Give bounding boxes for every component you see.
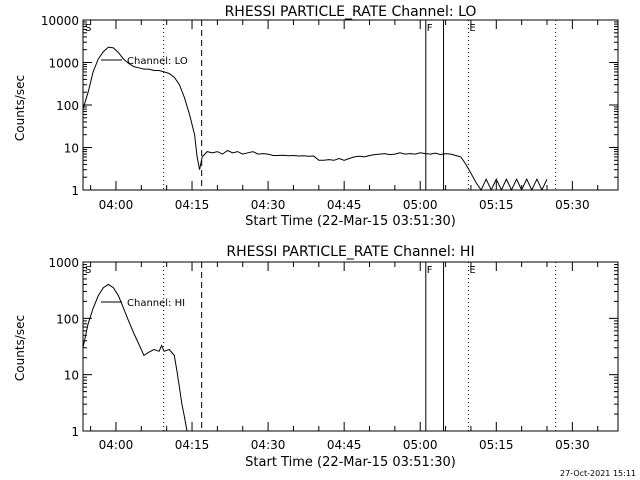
y-tick-label: 1 [71, 425, 79, 439]
lo-channel-panel: RHESSI PARTICLE_RATE Channel: LO Counts/s… [13, 4, 619, 229]
chart-title: RHESSI PARTICLE_RATE Channel: HI [226, 244, 474, 260]
time-marker-label: F [427, 23, 433, 34]
legend-label: Channel: HI [127, 298, 185, 309]
y-tick-label: 1000 [48, 57, 79, 71]
x-tick-label: 04:45 [327, 438, 362, 452]
x-tick-label: 04:00 [99, 198, 134, 212]
x-tick-label: 05:15 [479, 438, 514, 452]
time-marker-label: E [469, 23, 475, 34]
legend-label: Channel: LO [127, 56, 188, 67]
y-tick-label: 100 [56, 312, 79, 326]
x-axis-label: Start Time (22-Mar-15 03:51:30) [245, 214, 456, 229]
time-marker-label: E [469, 265, 475, 276]
x-tick-label: 04:30 [251, 438, 286, 452]
y-tick-label: 10000 [41, 14, 79, 28]
hi-channel-panel: RHESSI PARTICLE_RATE Channel: HI Counts/s… [13, 244, 619, 470]
y-axis-label: Counts/sec [13, 75, 27, 141]
x-tick-label: 05:00 [403, 198, 438, 212]
x-tick-label: 04:45 [327, 198, 362, 212]
x-axis-label: Start Time (22-Mar-15 03:51:30) [245, 455, 456, 470]
series-line [82, 283, 188, 432]
y-axis-label: Counts/sec [13, 315, 27, 381]
x-tick-label: 04:15 [175, 198, 210, 212]
x-tick-label: 05:30 [555, 198, 590, 212]
footer-timestamp: 27-Oct-2021 15:11 [560, 469, 636, 478]
series-line [82, 46, 548, 192]
x-tick-label: 04:00 [99, 438, 134, 452]
x-tick-label: 05:15 [479, 198, 514, 212]
y-tick-label: 10 [64, 142, 79, 156]
x-tick-label: 05:30 [555, 438, 590, 452]
x-tick-label: 04:30 [251, 198, 286, 212]
time-marker-label: S [85, 265, 91, 276]
y-tick-label: 100 [56, 99, 79, 113]
x-tick-label: 04:15 [175, 438, 210, 452]
x-tick-label: 05:00 [403, 438, 438, 452]
y-tick-label: 10 [64, 369, 79, 383]
time-marker-label: S [85, 23, 91, 34]
y-tick-label: 1000 [48, 256, 79, 270]
y-tick-label: 1 [71, 184, 79, 198]
time-marker-label: F [427, 265, 433, 276]
chart-title: RHESSI PARTICLE_RATE Channel: LO [225, 4, 477, 20]
